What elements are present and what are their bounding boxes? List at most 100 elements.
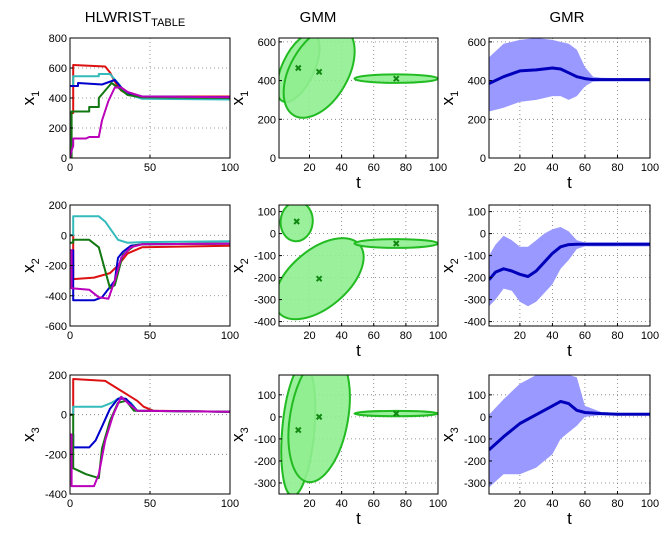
x-tick-label: 100 <box>221 162 239 174</box>
x-tick-label: 20 <box>514 498 526 510</box>
gmm-center-0 <box>293 218 300 225</box>
y-tick-label: -200 <box>464 273 486 285</box>
x-tick-label: 80 <box>400 330 412 342</box>
series-line-4 <box>70 395 230 488</box>
x-tick-label: 100 <box>641 162 659 174</box>
y-tick-label: 100 <box>468 207 486 219</box>
x-tick-label: 60 <box>579 498 591 510</box>
series-line-0 <box>70 378 230 416</box>
y-tick-label: 200 <box>468 114 486 126</box>
y-tick-label: 0 <box>270 412 276 424</box>
y-tick-label: 200 <box>49 200 67 212</box>
y-axis-label: x3 <box>19 427 42 442</box>
x-tick-label: 60 <box>368 162 380 174</box>
panel-r0-c0: 0 50 100 0 200 400 600 800 x1 <box>19 33 239 174</box>
y-tick-label: 800 <box>49 33 67 45</box>
panel-r2-c1: 20 40 60 80 100 -300 -200 -100 0 100 t x3 <box>228 374 447 528</box>
y-tick-label: 600 <box>258 37 276 49</box>
series-line-4 <box>70 86 230 158</box>
y-tick-label: -300 <box>464 295 486 307</box>
panel-r2-c2: 20 40 60 80 100 -300 -200 -100 0 100 t x3 <box>438 374 659 528</box>
x-tick-label: 100 <box>429 162 447 174</box>
column-title-main: HLWRIST <box>85 9 151 26</box>
x-axis-label: t <box>567 509 572 528</box>
gmm-center-1 <box>315 68 323 76</box>
x-tick-label: 20 <box>303 330 315 342</box>
plot-content <box>70 215 230 302</box>
y-tick-label: -600 <box>45 321 67 333</box>
panel-r1-c2: 20 40 60 80 100 -400 -300 -200 -100 0 100 t x2 <box>438 204 659 360</box>
x-tick-label: 80 <box>400 498 412 510</box>
column-title-main: GMM <box>300 9 337 26</box>
x-axis-label: t <box>356 173 361 192</box>
y-tick-label: 200 <box>258 114 276 126</box>
x-tick-label: 80 <box>611 162 623 174</box>
x-tick-label: 0 <box>67 162 73 174</box>
x-tick-label: 20 <box>514 162 526 174</box>
y-tick-label: 400 <box>468 76 486 88</box>
y-tick-label: -300 <box>254 478 276 490</box>
x-axis-label: t <box>567 173 572 192</box>
x-tick-label: 20 <box>514 330 526 342</box>
x-tick-label: 100 <box>641 498 659 510</box>
x-tick-label: 50 <box>144 330 156 342</box>
axes-frame <box>278 374 439 495</box>
plot-content <box>489 227 650 307</box>
x-axis-label: t <box>356 509 361 528</box>
gmr-band <box>489 375 650 488</box>
panel-r0-c2: 20 40 60 80 100 0 200 400 600 t x1 <box>438 37 659 192</box>
x-tick-label: 100 <box>429 330 447 342</box>
x-tick-label: 60 <box>368 330 380 342</box>
panel-r2-c0: 0 50 100 -400 -200 0 200 x3 <box>19 370 239 510</box>
y-tick-label: -300 <box>464 478 486 490</box>
grid <box>70 205 230 326</box>
y-tick-label: 600 <box>468 37 486 49</box>
y-tick-label: -200 <box>254 273 276 285</box>
x-tick-label: 100 <box>221 498 239 510</box>
plot-content <box>279 38 438 119</box>
y-tick-label: 0 <box>270 229 276 241</box>
x-tick-label: 40 <box>336 162 348 174</box>
y-tick-label: 200 <box>49 370 67 382</box>
column-title-0: HLWRISTTABLE <box>85 9 185 29</box>
x-tick-label: 0 <box>67 330 73 342</box>
y-tick-label: -400 <box>45 291 67 303</box>
plot-content <box>70 378 230 488</box>
x-tick-label: 40 <box>546 330 558 342</box>
plot-content <box>279 205 438 321</box>
column-title-sub: TABLE <box>151 17 185 29</box>
gmm-center-0 <box>295 64 302 72</box>
y-axis-label: x1 <box>438 91 461 106</box>
y-tick-label: 600 <box>49 63 67 75</box>
x-tick-label: 80 <box>400 162 412 174</box>
gmm-center-2 <box>393 410 400 417</box>
y-tick-label: 0 <box>480 412 486 424</box>
gmr-mean-line <box>489 66 650 85</box>
y-tick-label: 0 <box>61 410 67 422</box>
y-axis-label: x2 <box>19 258 42 273</box>
y-tick-label: -200 <box>45 261 67 273</box>
panel-r0-c1: 20 40 60 80 100 0 200 400 600 t x1 <box>228 37 447 192</box>
plot-content <box>489 38 650 112</box>
plot-content <box>280 375 438 494</box>
x-tick-label: 80 <box>611 330 623 342</box>
y-tick-label: -400 <box>45 489 67 501</box>
y-tick-label: 0 <box>61 153 67 165</box>
column-title-1: GMM <box>300 9 337 26</box>
column-title-main: GMR <box>550 9 585 26</box>
x-tick-label: 0 <box>67 498 73 510</box>
x-tick-label: 60 <box>579 330 591 342</box>
plot-content <box>70 64 230 158</box>
gmr-band <box>489 227 650 307</box>
x-tick-label: 20 <box>303 498 315 510</box>
y-tick-label: 200 <box>49 123 67 135</box>
plot-area <box>70 375 230 494</box>
grid <box>70 375 230 494</box>
y-tick-label: -100 <box>464 434 486 446</box>
series-line-4 <box>70 242 230 300</box>
gmm-center-2 <box>393 75 400 82</box>
axes-frame <box>278 204 439 327</box>
y-axis-label: x2 <box>438 258 461 273</box>
y-tick-label: -100 <box>254 251 276 263</box>
